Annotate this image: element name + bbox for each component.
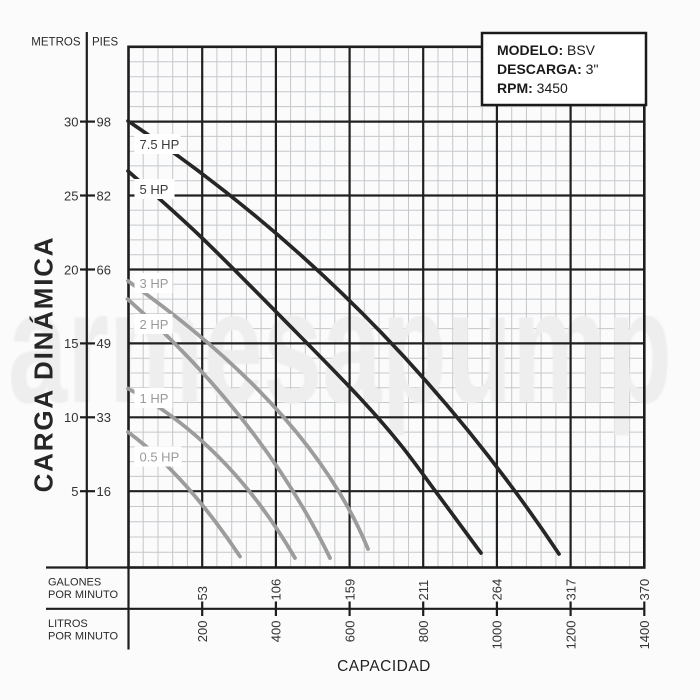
svg-text:200: 200	[195, 621, 210, 643]
svg-text:2 HP: 2 HP	[140, 317, 169, 332]
svg-text:PIES: PIES	[92, 37, 119, 49]
svg-text:DESCARGA: 3": DESCARGA: 3"	[497, 61, 598, 77]
svg-text:5 HP: 5 HP	[140, 182, 169, 197]
svg-text:RPM: 3450: RPM: 3450	[497, 80, 568, 96]
svg-text:264: 264	[490, 579, 505, 601]
svg-text:16: 16	[97, 484, 111, 499]
svg-text:600: 600	[342, 621, 357, 643]
svg-text:MODELO: BSV: MODELO: BSV	[497, 42, 596, 58]
svg-text:10: 10	[64, 410, 78, 425]
svg-text:0.5 HP: 0.5 HP	[140, 450, 180, 465]
svg-text:armesapump: armesapump	[8, 257, 672, 436]
svg-text:LITROS: LITROS	[48, 618, 88, 630]
svg-text:20: 20	[64, 262, 78, 277]
svg-text:82: 82	[97, 188, 111, 203]
svg-text:3 HP: 3 HP	[140, 276, 169, 291]
svg-text:30: 30	[64, 114, 78, 129]
svg-text:317: 317	[563, 579, 578, 601]
svg-text:POR MINUTO: POR MINUTO	[48, 589, 119, 601]
svg-text:98: 98	[97, 114, 111, 129]
svg-text:METROS: METROS	[31, 37, 81, 49]
svg-text:1200: 1200	[563, 621, 578, 650]
svg-text:POR MINUTO: POR MINUTO	[48, 631, 119, 643]
svg-text:211: 211	[416, 580, 431, 601]
svg-text:GALONES: GALONES	[48, 577, 101, 589]
svg-text:400: 400	[269, 621, 284, 643]
svg-text:800: 800	[416, 621, 431, 643]
svg-text:15: 15	[64, 336, 78, 351]
svg-text:159: 159	[342, 579, 357, 601]
svg-text:CAPACIDAD: CAPACIDAD	[337, 658, 431, 675]
svg-text:1000: 1000	[490, 621, 505, 650]
svg-text:53: 53	[195, 586, 210, 600]
svg-text:1400: 1400	[637, 621, 652, 650]
svg-text:CARGA DINÁMICA: CARGA DINÁMICA	[29, 236, 59, 493]
svg-text:25: 25	[64, 188, 78, 203]
svg-text:1 HP: 1 HP	[140, 391, 169, 406]
svg-text:33: 33	[97, 410, 111, 425]
svg-text:106: 106	[269, 579, 284, 601]
svg-text:7.5 HP: 7.5 HP	[140, 137, 180, 152]
svg-text:370: 370	[637, 579, 652, 601]
svg-text:49: 49	[97, 336, 111, 351]
svg-text:5: 5	[71, 484, 78, 499]
svg-text:66: 66	[97, 262, 111, 277]
